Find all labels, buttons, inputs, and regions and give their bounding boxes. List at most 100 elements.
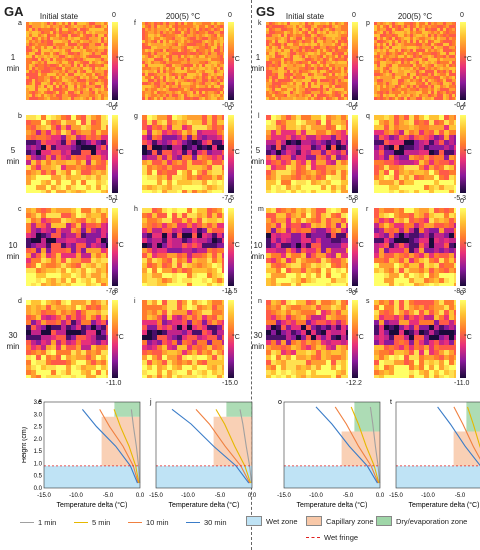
dry-zone: [114, 402, 140, 417]
colorbar-max-label: 0: [352, 105, 356, 112]
legend-line-10min: 10 min: [128, 518, 169, 527]
panel-letter-q: q: [366, 113, 370, 120]
y-tick-label: 0.0: [34, 486, 43, 492]
thermal-image-panel-r: [374, 208, 456, 286]
colorbar-min-label: -11.0: [106, 380, 122, 387]
colorbar-min-label: -0.4: [346, 102, 359, 109]
wet-zone: [396, 465, 480, 488]
colorbar-unit: °C: [116, 334, 124, 341]
profile-line-30-min: [437, 406, 480, 467]
colorbar-unit: °C: [116, 242, 124, 249]
row-label-30min: 30 min: [6, 331, 20, 351]
panel-letter-m: m: [258, 206, 264, 213]
y-tick-label: 2.0: [34, 437, 43, 443]
x-tick-label: -15.0: [149, 493, 163, 499]
x-axis-label: Temperature delta (°C): [57, 501, 128, 509]
thermal-image-panel-m: [266, 208, 348, 286]
panel-letter-g: g: [134, 113, 138, 120]
chart-letter-t: t: [390, 399, 392, 406]
profile-line-10-min: [453, 406, 480, 460]
dry-zone: [226, 402, 252, 417]
thermal-image-panel-g: [142, 115, 224, 193]
colorbar-max-label: 0: [460, 105, 464, 112]
plot-frame: [155, 401, 253, 489]
thermal-image-panel-l: [266, 115, 348, 193]
colorbar: [228, 208, 234, 286]
group-title-gs: GS: [256, 4, 275, 19]
thermal-image-panel-q: [374, 115, 456, 193]
x-tick-label: -5.0: [343, 493, 354, 499]
colorbar-unit: °C: [464, 242, 472, 249]
thermal-image-panel-s: [374, 300, 456, 378]
column-header-heated: 200(5) °C: [397, 12, 433, 21]
colorbar-unit: °C: [356, 334, 364, 341]
profile-line-5-min: [113, 409, 140, 484]
panel-letter-h: h: [134, 206, 138, 213]
group-divider: [251, 0, 252, 550]
panel-letter-b: b: [18, 113, 22, 120]
colorbar: [112, 208, 118, 286]
legend-line-5min: 5 min: [74, 518, 110, 527]
colorbar-unit: °C: [464, 334, 472, 341]
y-axis-label: Height (cm): [22, 427, 28, 463]
colorbar: [352, 208, 358, 286]
colorbar-max-label: 0: [228, 290, 232, 297]
dry-zone: [466, 402, 480, 432]
colorbar-max-label: 0: [352, 12, 356, 19]
y-tick-label: 3.5: [34, 400, 43, 406]
group-title-ga: GA: [4, 4, 24, 19]
colorbar: [228, 22, 234, 100]
colorbar: [112, 300, 118, 378]
colorbar-unit: °C: [464, 56, 472, 63]
colorbar-min-label: -5.3: [454, 195, 467, 202]
profile-line-30-min: [171, 408, 250, 484]
colorbar-unit: °C: [232, 56, 240, 63]
colorbar: [228, 115, 234, 193]
panel-letter-s: s: [366, 298, 370, 305]
profile-line-10-min: [195, 409, 251, 484]
profile-line-1-min: [130, 409, 141, 484]
panel-letter-n: n: [258, 298, 262, 305]
plot-frame: [283, 401, 381, 489]
thermal-image-panel-d: [26, 300, 108, 378]
profile-line-1-min: [239, 409, 253, 484]
height-profile-chart-e: e 0.0 0.5 1.0 1.5 2.0 2.5 3.0 3.5 Height (cm) -15.…: [22, 399, 145, 509]
x-tick-label: -15.0: [37, 493, 51, 499]
colorbar-unit: °C: [356, 56, 364, 63]
colorbar-max-label: 0: [460, 290, 464, 297]
colorbar-unit: °C: [232, 149, 240, 156]
x-axis-label: Temperature delta (°C): [169, 501, 240, 509]
colorbar: [460, 208, 466, 286]
thermal-image-panel-c: [26, 208, 108, 286]
panel-letter-f: f: [134, 20, 136, 27]
y-tick-label: 3.0: [34, 412, 43, 418]
y-tick-label: 0.5: [34, 474, 43, 480]
colorbar-max-label: 0: [112, 105, 116, 112]
colorbar-unit: °C: [356, 149, 364, 156]
colorbar-min-label: -0.5: [222, 102, 235, 109]
row-label-1min: 1 min: [6, 53, 20, 73]
colorbar: [228, 300, 234, 378]
column-header-heated: 200(5) °C: [165, 12, 201, 21]
x-tick-label: -10.0: [309, 493, 323, 499]
legend-capillary-zone: Capillary zone: [306, 516, 374, 526]
panel-letter-l: l: [258, 113, 260, 120]
capillary-zone: [341, 431, 380, 466]
x-tick-label: 0.0: [248, 493, 257, 499]
colorbar: [460, 22, 466, 100]
colorbar-min-label: -11.5: [222, 288, 238, 295]
thermal-image-panel-a: [26, 22, 108, 100]
row-label-5min: 5 min: [6, 146, 20, 166]
colorbar: [352, 22, 358, 100]
wet-zone: [284, 465, 380, 488]
x-tick-label: -5.0: [103, 493, 114, 499]
colorbar-max-label: 0: [352, 290, 356, 297]
colorbar-unit: °C: [232, 334, 240, 341]
row-label-30min: 30 min: [251, 331, 265, 351]
y-tick-label: 1.0: [34, 461, 43, 467]
colorbar: [352, 115, 358, 193]
x-tick-label: -10.0: [69, 493, 83, 499]
x-axis-label: Temperature delta (°C): [409, 501, 480, 509]
profile-line-5-min: [350, 406, 380, 484]
x-tick-label: -15.0: [277, 493, 291, 499]
